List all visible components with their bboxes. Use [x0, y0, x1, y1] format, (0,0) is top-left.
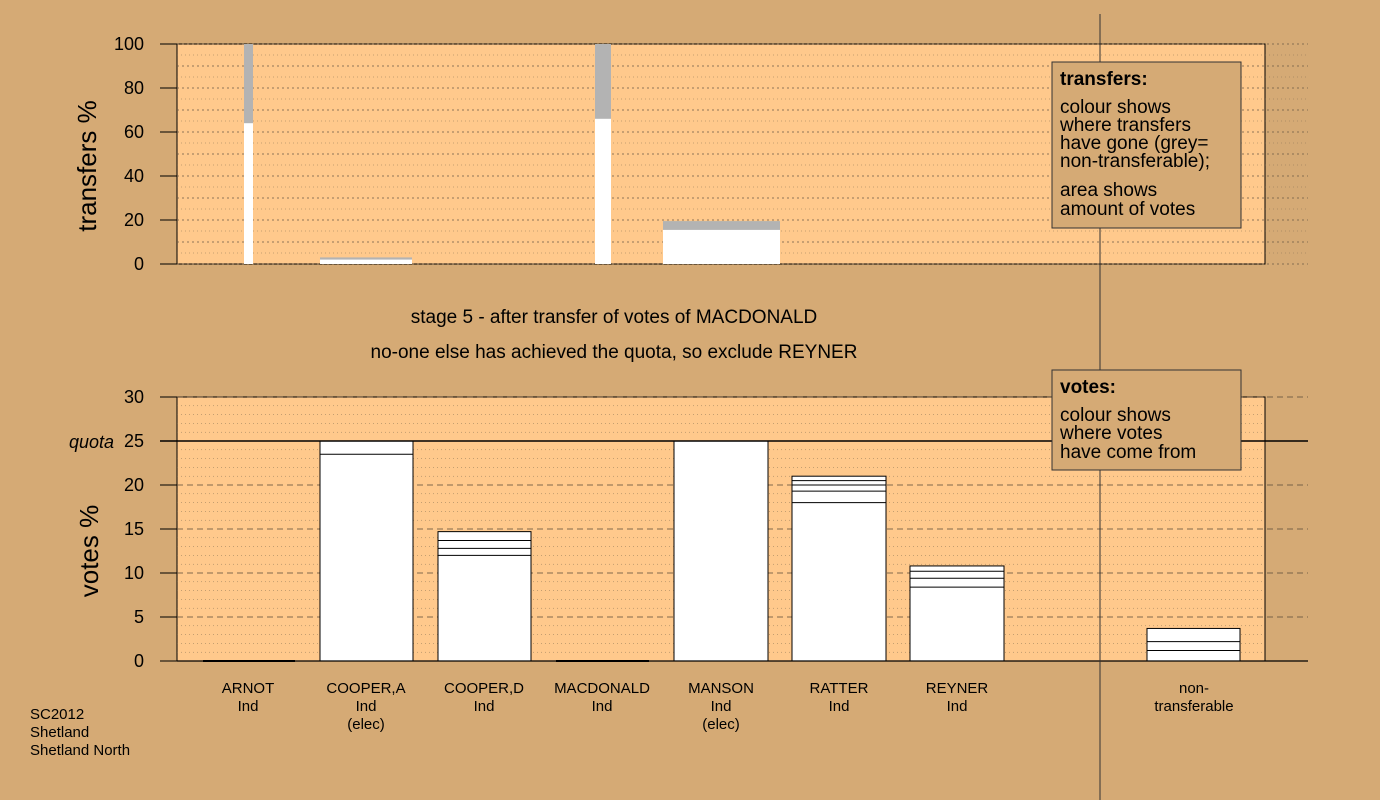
- transfers-tick-label: 100: [114, 34, 144, 54]
- votes-tick-label: 30: [124, 387, 144, 407]
- footer-line-3: Shetland North: [30, 742, 130, 759]
- candidate-status: (elec): [702, 716, 740, 733]
- candidate-party: Ind: [238, 698, 259, 715]
- candidate-party: Ind: [592, 698, 613, 715]
- votes-bar: [909, 565, 1005, 662]
- votes-bar: [673, 440, 769, 662]
- transfers-tick-label: 60: [124, 122, 144, 142]
- transfers-tick-label: 40: [124, 166, 144, 186]
- transfers-legend-line-1: colour shows: [1060, 97, 1171, 118]
- transfers-tick-label: 80: [124, 78, 144, 98]
- stage-text: stage 5 - after transfer of votes of MAC…: [411, 307, 818, 328]
- transfers-legend-line-6: amount of votes: [1060, 199, 1195, 220]
- candidate-name: MACDONALD: [554, 680, 650, 697]
- votes-tick-label: 15: [124, 519, 144, 539]
- transfers-legend-line-3: have gone (grey=: [1060, 133, 1208, 154]
- candidate-party: Ind: [829, 698, 850, 715]
- candidate-name: non-: [1179, 680, 1209, 697]
- footer-line-2: Shetland: [30, 724, 89, 741]
- votes-tick-label: 10: [124, 563, 144, 583]
- transfers-y-axis-title: transfers %: [72, 100, 102, 232]
- candidate-name: RATTER: [810, 680, 869, 697]
- votes-legend-line-1: colour shows: [1060, 405, 1171, 426]
- candidate-status: (elec): [347, 716, 385, 733]
- footer-line-1: SC2012: [30, 706, 84, 723]
- action-text: no-one else has achieved the quota, so e…: [371, 342, 858, 363]
- transfers-legend-line-4: non-transferable);: [1060, 151, 1210, 172]
- votes-bar: [791, 475, 887, 662]
- candidate-party: Ind: [947, 698, 968, 715]
- candidate-name: COOPER,A: [326, 680, 405, 697]
- transfers-legend-line-2: where transfers: [1059, 115, 1191, 136]
- candidate-name: MANSON: [688, 680, 754, 697]
- votes-legend-line-2: where votes: [1059, 423, 1162, 444]
- votes-legend: votes: colour shows where votes have com…: [1051, 369, 1242, 471]
- candidate-party: Ind: [474, 698, 495, 715]
- transfers-tick-label: 20: [124, 210, 144, 230]
- candidate-name: ARNOT: [222, 680, 275, 697]
- votes-tick-label: 20: [124, 475, 144, 495]
- votes-tick-label: 0: [134, 651, 144, 671]
- candidate-party: transferable: [1154, 698, 1233, 715]
- votes-bar: [319, 440, 414, 662]
- candidate-labels: ARNOTIndCOOPER,AInd(elec)COOPER,DIndMACD…: [222, 680, 1234, 733]
- transfers-bar-transferred: [595, 118, 611, 264]
- transfers-legend-line-5: area shows: [1060, 180, 1157, 201]
- transfers-bar-transferred: [663, 229, 780, 264]
- votes-legend-title: votes:: [1060, 377, 1116, 398]
- votes-y-ticks: 0 5 10 15 20 25 30: [124, 387, 177, 671]
- votes-tick-label: 25: [124, 431, 144, 451]
- candidate-party: Ind: [356, 698, 377, 715]
- transfers-bar-transferred: [244, 123, 253, 264]
- transfers-legend-title: transfers:: [1060, 69, 1148, 90]
- votes-bar: [437, 531, 532, 662]
- transfers-bar-transferred: [320, 259, 412, 264]
- transfers-tick-label: 0: [134, 254, 144, 274]
- transfers-bars: [244, 44, 780, 264]
- votes-bar: [1146, 627, 1241, 662]
- transfers-legend: transfers: colour shows where transfers …: [1051, 61, 1242, 229]
- votes-tick-label: 5: [134, 607, 144, 627]
- votes-y-axis-title: votes %: [74, 505, 104, 598]
- candidate-party: Ind: [711, 698, 732, 715]
- votes-legend-line-3: have come from: [1060, 442, 1196, 463]
- quota-label: quota: [69, 432, 114, 452]
- candidate-name: COOPER,D: [444, 680, 524, 697]
- candidate-name: REYNER: [926, 680, 989, 697]
- transfers-y-ticks: 0 20 40 60 80 100: [114, 34, 177, 274]
